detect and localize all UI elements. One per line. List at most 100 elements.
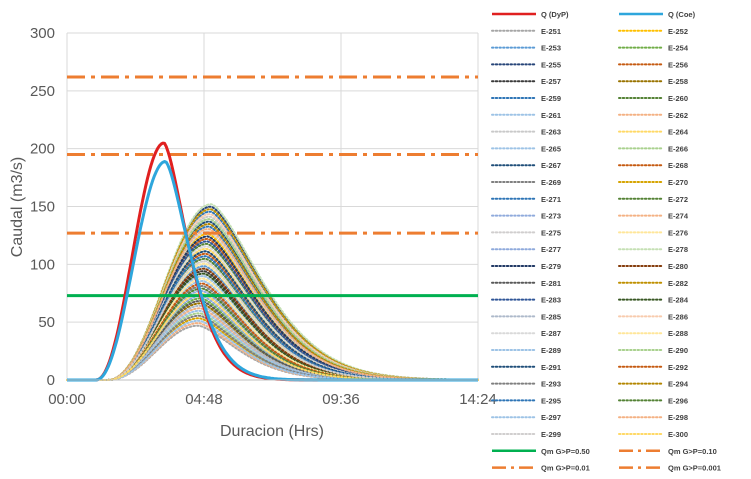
legend-label: E-279 (541, 262, 561, 271)
legend-label: Qm G>P=0.50 (541, 447, 590, 456)
legend-item: E-288 (618, 329, 688, 338)
legend-item: E-297 (491, 413, 561, 422)
legend-item: E-270 (618, 178, 688, 187)
legend-item: E-284 (618, 296, 689, 305)
legend-label: E-275 (541, 228, 561, 237)
y-tick-label: 50 (38, 314, 55, 331)
legend-label: E-268 (668, 161, 688, 170)
legend-label: E-265 (541, 144, 561, 153)
x-tick-label: 00:00 (48, 391, 86, 408)
legend-item: E-293 (491, 380, 561, 389)
legend-item: E-255 (491, 60, 561, 69)
legend-item: E-274 (618, 212, 689, 221)
legend-label: E-255 (541, 60, 561, 69)
x-tick-label: 04:48 (185, 391, 223, 408)
legend-item: Qm G>P=0.10 (619, 447, 717, 456)
legend-item: E-262 (618, 111, 688, 120)
legend-item: E-291 (491, 363, 561, 372)
legend-item: E-263 (491, 128, 561, 137)
legend-item: E-260 (618, 94, 688, 103)
legend-label: E-280 (668, 262, 688, 271)
legend-label: E-267 (541, 161, 561, 170)
legend-item: E-254 (618, 44, 689, 53)
legend-item: E-290 (618, 346, 688, 355)
legend-label: Qm G>P=0.10 (668, 447, 717, 456)
legend-item: E-253 (491, 44, 561, 53)
legend-label: E-289 (541, 346, 561, 355)
legend-item: E-299 (491, 430, 561, 439)
legend-item: E-271 (491, 195, 561, 204)
legend-label: E-290 (668, 346, 688, 355)
legend-label: E-256 (668, 60, 688, 69)
legend-item: E-278 (618, 245, 688, 254)
x-axis-label: Duracion (Hrs) (220, 423, 324, 440)
legend-item: E-283 (491, 296, 561, 305)
legend-item: E-277 (491, 245, 561, 254)
grid (66, 32, 479, 380)
legend-label: E-293 (541, 380, 561, 389)
legend-item: E-289 (491, 346, 561, 355)
legend-label: E-271 (541, 195, 561, 204)
legend-label: Qm G>P=0.01 (541, 464, 590, 473)
legend-label: E-274 (668, 212, 689, 221)
legend-item: E-252 (618, 27, 688, 36)
legend-item: E-266 (618, 144, 688, 153)
legend-label: E-272 (668, 195, 688, 204)
legend-item: E-282 (618, 279, 688, 288)
legend-label: E-296 (668, 396, 688, 405)
legend-item: E-300 (618, 430, 688, 439)
legend-label: E-262 (668, 111, 688, 120)
y-tick-label: 250 (30, 83, 55, 100)
legend-label: E-282 (668, 279, 688, 288)
legend-label: E-276 (668, 228, 688, 237)
legend-item: E-296 (618, 396, 688, 405)
legend-label: E-259 (541, 94, 561, 103)
legend-item: E-287 (491, 329, 561, 338)
legend-item: E-295 (491, 396, 561, 405)
legend-label: E-257 (541, 77, 561, 86)
legend-item: E-298 (618, 413, 688, 422)
y-tick-label: 200 (30, 141, 55, 158)
legend-label: E-294 (668, 380, 689, 389)
legend-item: E-275 (491, 228, 561, 237)
legend-item: Q (DyP) (492, 10, 569, 19)
legend-label: E-291 (541, 363, 561, 372)
x-tick-label: 14:24 (459, 391, 497, 408)
legend-item: E-268 (618, 161, 688, 170)
y-tick-label: 100 (30, 256, 55, 273)
legend-label: E-253 (541, 44, 561, 53)
legend-item: E-256 (618, 60, 688, 69)
legend-label: Q (Coe) (668, 10, 696, 19)
legend-label: E-286 (668, 312, 688, 321)
legend-item: Qm G>P=0.50 (492, 447, 590, 456)
legend-item: E-264 (618, 128, 689, 137)
legend-item: E-279 (491, 262, 561, 271)
x-tick-label: 09:36 (322, 391, 360, 408)
legend-item: Q (Coe) (619, 10, 696, 19)
legend-item: E-272 (618, 195, 688, 204)
legend-label: E-269 (541, 178, 561, 187)
legend-label: E-260 (668, 94, 688, 103)
legend-item: E-273 (491, 212, 561, 221)
legend-label: E-298 (668, 413, 688, 422)
legend-item: E-267 (491, 161, 561, 170)
legend-label: E-281 (541, 279, 561, 288)
legend-label: E-270 (668, 178, 688, 187)
legend-label: E-251 (541, 27, 561, 36)
legend-label: E-285 (541, 312, 561, 321)
threshold-lines (67, 75, 478, 298)
legend-item: E-294 (618, 380, 689, 389)
legend: Q (DyP) Q (Coe) E-251 E-252 E-253 E-254 E-255 E… (491, 10, 721, 473)
legend-label: E-263 (541, 128, 561, 137)
legend-label: E-254 (668, 44, 689, 53)
legend-item: E-292 (618, 363, 688, 372)
axes: 0 50 100 150 200 250 300 00:00 04:48 09:36 14:24 (30, 25, 497, 408)
legend-label: E-273 (541, 212, 561, 221)
legend-item: E-280 (618, 262, 688, 271)
legend-item: E-251 (491, 27, 561, 36)
legend-item: E-286 (618, 312, 688, 321)
legend-item: E-285 (491, 312, 561, 321)
legend-label: E-300 (668, 430, 688, 439)
